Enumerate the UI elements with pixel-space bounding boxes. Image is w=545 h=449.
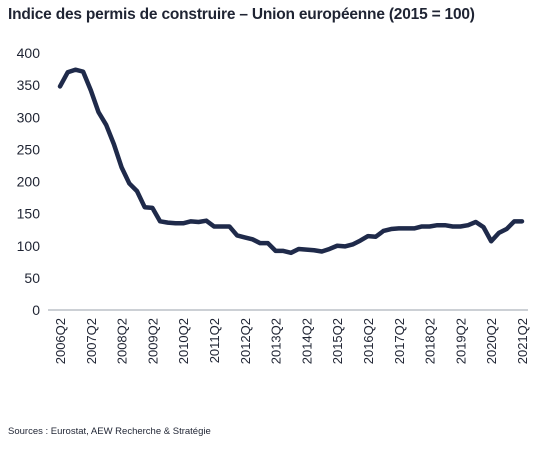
y-tick-label: 350 — [17, 77, 41, 93]
source-note: Sources : Eurostat, AEW Recherche & Stra… — [8, 426, 211, 437]
y-tick-label: 200 — [17, 174, 41, 190]
x-tick-label: 2015Q2 — [330, 318, 345, 364]
y-axis: 0 50 100 150 200 250 300 350 400 — [17, 45, 528, 318]
y-tick-label: 250 — [17, 141, 41, 157]
x-tick-label: 2007Q2 — [84, 318, 99, 364]
x-tick-label: 2009Q2 — [145, 318, 160, 364]
y-tick-label: 50 — [24, 270, 40, 286]
x-tick-label: 2017Q2 — [392, 318, 407, 364]
x-tick-label: 2014Q2 — [299, 318, 314, 364]
x-tick-label: 2020Q2 — [484, 318, 499, 364]
chart-title: Indice des permis de construire – Union … — [8, 6, 475, 23]
x-tick-label: 2012Q2 — [238, 318, 253, 364]
x-tick-label: 2008Q2 — [115, 318, 130, 364]
y-tick-label: 0 — [32, 302, 40, 318]
x-tick-label: 2018Q2 — [423, 318, 438, 364]
x-tick-label: 2010Q2 — [176, 318, 191, 364]
x-tick-label: 2013Q2 — [269, 318, 284, 364]
x-axis: 2006Q2 2007Q2 2008Q2 2009Q2 2010Q2 2011Q2 2012… — [53, 318, 530, 364]
x-tick-label: 2019Q2 — [453, 318, 468, 364]
series-group — [57, 67, 525, 256]
y-tick-label: 100 — [17, 238, 41, 254]
y-tick-label: 300 — [17, 109, 41, 125]
series-line — [57, 67, 525, 256]
x-tick-label: 2011Q2 — [207, 318, 222, 363]
y-tick-label: 150 — [17, 206, 41, 222]
x-tick-label: 2006Q2 — [53, 318, 68, 364]
y-tick-label: 400 — [17, 45, 41, 61]
x-tick-label: 2016Q2 — [361, 318, 376, 364]
x-tick-label: 2021Q2 — [515, 318, 530, 364]
